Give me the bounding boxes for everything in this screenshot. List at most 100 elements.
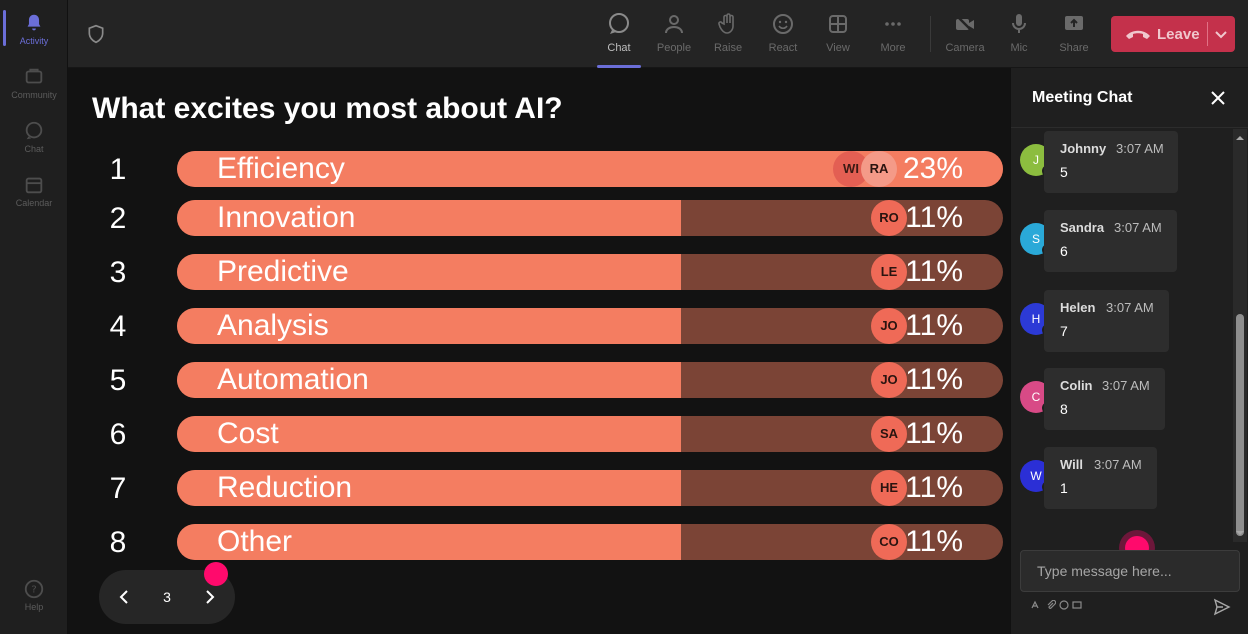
poll-stage: What excites you most about AI? 1 Efficie… (68, 68, 1010, 634)
poll-bar-track: Automation JO 11% (177, 362, 1003, 398)
poll-bar-fill (177, 416, 681, 452)
bell-icon (27, 14, 41, 31)
poll-row: 3 Predictive LE 11% (68, 254, 1010, 292)
toolbar-button-label: React (768, 42, 798, 54)
poll-bar-track: Other CO 11% (177, 524, 1003, 560)
chat-message: Helen 3:07 AM 7 (1044, 290, 1169, 352)
poll-percent: 11% (905, 255, 963, 288)
poll-option-label: Cost (217, 417, 279, 450)
poll-rank: 4 (109, 310, 127, 343)
poll-rank: 3 (109, 256, 127, 289)
toolbar-react-button[interactable]: React (756, 8, 810, 64)
toolbar-share-button[interactable]: Share (1047, 8, 1101, 64)
rail-item-label: Activity (19, 36, 49, 46)
poll-row: 7 Reduction HE 11% (68, 470, 1010, 508)
toolbar-button-label: Share (1059, 42, 1089, 54)
shield-icon[interactable] (86, 24, 106, 44)
message-input-box[interactable] (1020, 550, 1240, 592)
meeting-toolbar: Chat People Raise React View More Camera… (68, 0, 1248, 68)
toolbar-button-label: View (826, 42, 850, 54)
rail-item-chat[interactable]: Chat (0, 120, 68, 154)
emoji-icon[interactable] (1059, 600, 1069, 610)
community-icon (25, 68, 43, 84)
chevron-left-icon[interactable] (115, 587, 135, 607)
scroll-up-icon[interactable] (1235, 133, 1245, 143)
message-timestamp: 3:07 AM (1116, 141, 1164, 156)
rail-item-community[interactable]: Community (0, 66, 68, 100)
calendar-icon (25, 177, 43, 194)
toolbar-raise-button[interactable]: Raise (701, 8, 755, 64)
page-number: 3 (163, 589, 171, 605)
chat-message: Colin 3:07 AM 8 (1044, 368, 1165, 430)
message-text: 1 (1060, 480, 1068, 496)
rail-item-label: Help (24, 602, 44, 612)
scroll-down-icon[interactable] (1235, 528, 1245, 538)
format-icon[interactable] (1031, 600, 1041, 610)
voter-avatar: JO (871, 362, 907, 398)
voter-avatar: LE (871, 254, 907, 290)
chevron-right-icon[interactable] (199, 587, 219, 607)
voter-avatar: RA (861, 151, 897, 187)
send-icon[interactable] (1213, 598, 1231, 616)
toolbar-camera-button[interactable]: Camera (938, 8, 992, 64)
voter-avatar: HE (871, 470, 907, 506)
toolbar-people-button[interactable]: People (647, 8, 701, 64)
poll-bar-fill (177, 362, 681, 398)
chat-header: Meeting Chat (1011, 68, 1248, 128)
attach-icon[interactable] (1046, 600, 1056, 610)
toolbar-chat-button[interactable]: Chat (592, 8, 646, 68)
poll-option-label: Predictive (217, 255, 349, 288)
poll-rank: 5 (109, 364, 127, 397)
poll-option-label: Other (217, 525, 293, 558)
poll-row: 1 Efficiency WI RA 23% (68, 151, 1010, 189)
chat-message: Will 3:07 AM 1 (1044, 447, 1157, 509)
poll-bar-fill (177, 524, 681, 560)
poll-option-label: Innovation (217, 201, 356, 234)
poll-row: 8 Other CO 11% (68, 524, 1010, 562)
rail-item-help[interactable]: ? Help (0, 578, 68, 612)
rail-item-label: Community (11, 90, 57, 100)
phone-hangup-icon (1126, 30, 1150, 39)
rail-item-activity[interactable]: Activity (0, 12, 68, 46)
chat-scrollbar[interactable] (1233, 129, 1247, 542)
voter-avatar: SA (871, 416, 907, 452)
chat-icon (609, 13, 629, 34)
toolbar-button-label: Mic (1010, 42, 1028, 54)
rail-active-indicator (3, 10, 6, 46)
poll-bar-fill (177, 308, 681, 344)
poll-rank: 8 (109, 526, 127, 559)
scrollbar-thumb[interactable] (1236, 314, 1244, 536)
leave-button[interactable]: Leave (1111, 16, 1235, 52)
mic-icon (1012, 14, 1026, 33)
message-timestamp: 3:07 AM (1114, 220, 1162, 235)
chevron-down-icon[interactable] (1213, 26, 1229, 42)
poll-percent: 11% (905, 363, 963, 396)
message-timestamp: 3:07 AM (1094, 457, 1142, 472)
react-icon (773, 14, 793, 34)
poll-rank: 6 (109, 418, 127, 451)
message-sender: Johnny (1060, 141, 1107, 156)
poll-percent: 11% (905, 201, 963, 234)
toolbar-button-label: People (656, 42, 692, 54)
leave-label: Leave (1157, 25, 1200, 43)
app-rail: Activity Community Chat Calendar ? Help (0, 0, 68, 634)
toolbar-divider (930, 16, 931, 52)
message-timestamp: 3:07 AM (1102, 378, 1150, 393)
poll-percent: 11% (905, 309, 963, 342)
toolbar-view-button[interactable]: View (811, 8, 865, 64)
avatar-initial: H (1031, 312, 1041, 326)
svg-text:?: ? (31, 585, 36, 596)
leave-split-divider (1207, 22, 1208, 46)
toolbar-more-button[interactable]: More (866, 8, 920, 64)
rail-item-calendar[interactable]: Calendar (0, 174, 68, 208)
avatar-initial: S (1031, 232, 1040, 246)
poll-percent: 11% (905, 417, 963, 450)
poll-bar-track: Efficiency WI RA 23% (177, 151, 1003, 187)
message-input[interactable] (1021, 551, 1239, 591)
toolbar-mic-button[interactable]: Mic (992, 8, 1046, 64)
gif-icon[interactable] (1072, 600, 1082, 610)
message-sender: Will (1060, 457, 1083, 472)
poll-bar-track: Cost SA 11% (177, 416, 1003, 452)
poll-option-label: Automation (217, 363, 369, 396)
close-icon[interactable] (1209, 89, 1227, 107)
